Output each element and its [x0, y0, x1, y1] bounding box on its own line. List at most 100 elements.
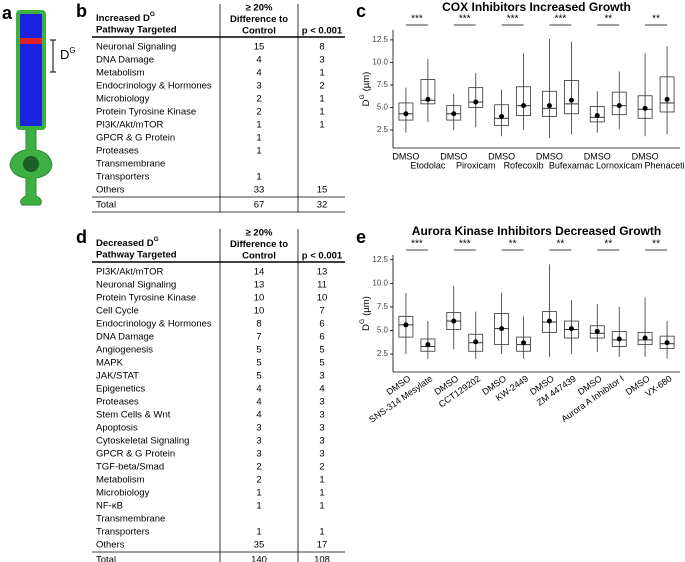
mean: [568, 326, 574, 332]
significance-label: **: [652, 14, 660, 25]
significance-label: **: [652, 239, 660, 250]
row-label: Transmembrane: [96, 159, 165, 170]
cell-value: 10: [254, 306, 265, 317]
y-tick-label: 12.5: [372, 35, 388, 44]
row-label: PI3K/Akt/mTOR: [96, 120, 164, 131]
significance-label: **: [509, 239, 517, 250]
mean: [546, 318, 552, 324]
row-label: Microbiology: [96, 488, 150, 499]
cell-value: 15: [254, 42, 265, 53]
cell-value: 2: [319, 81, 324, 92]
box: [516, 86, 531, 116]
cell-value: 33: [254, 185, 265, 196]
cell-value: 3: [319, 410, 324, 421]
row-label: NF-κB: [96, 501, 123, 512]
y-tick-label: 5.0: [377, 103, 389, 112]
significance-label: ***: [555, 14, 567, 25]
cell-value: 3: [319, 397, 324, 408]
x-tick-label: Bufexamac: [549, 160, 595, 170]
cell-value: 2: [256, 107, 261, 118]
significance-label: ***: [411, 14, 423, 25]
x-tick-label: DMSO: [488, 151, 515, 161]
cell-value: 14: [254, 267, 265, 278]
x-tick-label: DMSO: [536, 151, 563, 161]
cell-value: 1: [319, 501, 324, 512]
cell-value: 1: [319, 527, 324, 538]
header-sup: G: [154, 236, 159, 243]
box: [659, 76, 675, 113]
column-header: Pathway Targeted: [96, 25, 177, 36]
mean: [403, 111, 409, 117]
cell-value: 1: [319, 94, 324, 105]
cell-value: 1: [256, 146, 261, 157]
mean: [616, 336, 622, 342]
cell-value: 17: [317, 540, 328, 551]
row-label: Epigenetics: [96, 384, 145, 395]
x-tick-label: DMSO: [440, 151, 467, 161]
row-label: TGF-beta/Smad: [96, 462, 164, 473]
cell-value: 1: [319, 475, 324, 486]
box: [589, 106, 605, 123]
mean: [451, 318, 457, 324]
chart-title: COX Inhibitors Increased Growth: [442, 0, 631, 14]
box: [611, 331, 627, 347]
cell-value: 3: [319, 371, 324, 382]
diagram-label-text: D: [60, 47, 69, 62]
cell-value: 4: [319, 384, 324, 395]
cell-diagram: [9, 10, 56, 206]
header-text: Decreased D: [96, 238, 154, 249]
row-label: Neuronal Signaling: [96, 280, 176, 291]
cell-value: 140: [251, 555, 267, 562]
x-tick-label: Rofecoxib: [504, 160, 544, 170]
significance-label: ***: [411, 239, 423, 250]
row-label: Transporters: [96, 527, 150, 538]
cell-value: 4: [256, 68, 261, 79]
cilium-segment: [20, 14, 42, 126]
cell-value: 13: [317, 267, 328, 278]
box: [611, 91, 627, 116]
row-label: Transmembrane: [96, 514, 165, 525]
x-tick-label: DMSO: [632, 151, 659, 161]
column-header: Decreased DG: [96, 236, 159, 249]
nucleus: [23, 156, 39, 172]
column-header: p < 0.001: [302, 26, 343, 37]
row-label: Proteases: [96, 397, 139, 408]
cell-value: 3: [256, 436, 261, 447]
cell-value: 4: [256, 55, 261, 66]
y-label-sup: G: [359, 319, 366, 324]
box: [637, 95, 653, 119]
column-header: Difference to: [230, 239, 288, 250]
box: [589, 325, 605, 339]
y-label-text: D: [361, 99, 372, 106]
cell-value: 3: [256, 423, 261, 434]
y-tick-label: 2.5: [377, 125, 389, 134]
column-header: ≥ 20%: [246, 3, 273, 14]
cell-value: 10: [317, 293, 328, 304]
cell-value: 3: [319, 423, 324, 434]
cell-value: 4: [256, 410, 261, 421]
cell-value: 4: [256, 397, 261, 408]
significance-label: **: [604, 239, 612, 250]
column-header: ≥ 20%: [246, 228, 273, 239]
row-label: Cytoskeletal Signaling: [96, 436, 189, 447]
row-label: Transporters: [96, 172, 150, 183]
mean: [664, 96, 670, 102]
column-header: Control: [242, 251, 276, 262]
cell-value: 6: [319, 332, 324, 343]
y-label-unit: (µm): [361, 72, 372, 92]
cell-value: 35: [254, 540, 265, 551]
cell-value: 3: [319, 436, 324, 447]
header-text: Increased D: [96, 13, 150, 24]
mean: [425, 96, 431, 102]
cell-value: 2: [319, 462, 324, 473]
cell-value: 1: [256, 133, 261, 144]
cell-value: 5: [256, 345, 261, 356]
row-label: Metabolism: [96, 68, 145, 79]
cell-value: 3: [256, 81, 261, 92]
box: [420, 79, 436, 105]
mean: [499, 113, 505, 119]
cell-value: 7: [319, 306, 324, 317]
panel-label: c: [356, 1, 366, 21]
x-tick-label: Phenacetin: [645, 160, 685, 170]
diagram-label-sup: G: [69, 46, 75, 55]
